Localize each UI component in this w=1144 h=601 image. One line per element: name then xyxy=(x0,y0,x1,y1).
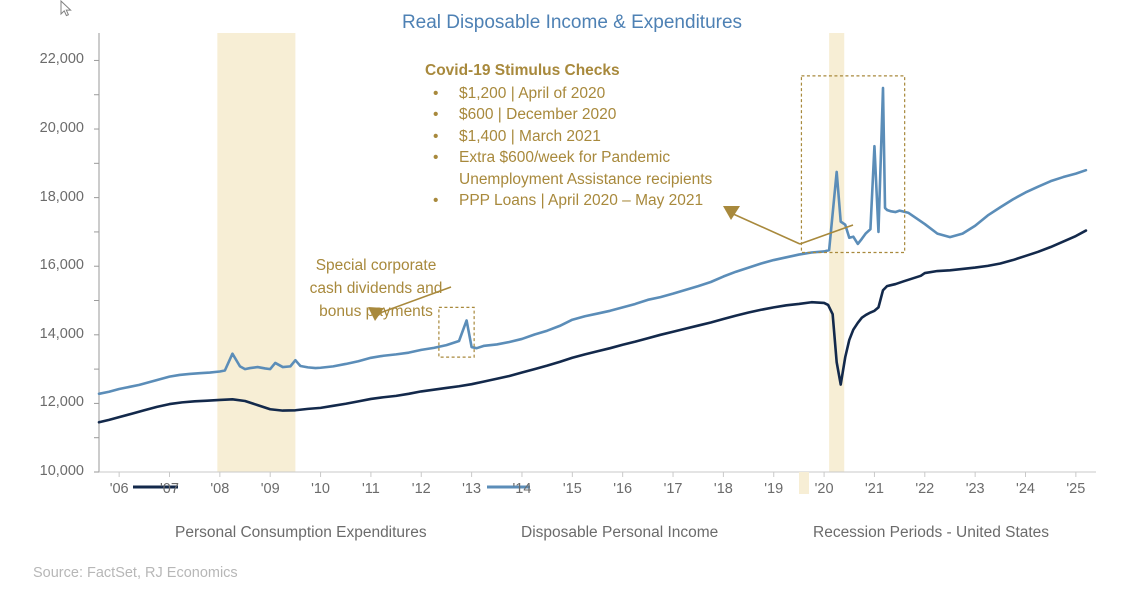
covid-annotation-item-text: $1,200 | April of 2020 xyxy=(459,84,606,102)
bullet-icon: • xyxy=(433,84,439,102)
x-axis-label: '06 xyxy=(109,481,129,497)
series-lines xyxy=(97,86,1088,424)
series-line-personal-consumption-expenditures xyxy=(97,229,1088,424)
axis-lines xyxy=(94,33,1096,477)
annotation-arrows xyxy=(368,206,854,321)
recession-band-0 xyxy=(217,33,296,472)
legend-marker-recession-periods xyxy=(799,472,809,494)
bullet-icon: • xyxy=(433,106,439,123)
legend-item-recession-periods[interactable]: Recession Periods - United States xyxy=(813,524,1050,541)
covid-annotation-item: • $1,200 | April of 2020 xyxy=(425,83,765,105)
source-note: Source: FactSet, RJ Economics xyxy=(33,565,238,581)
covid-annotation-heading: Covid-19 Stimulus Checks xyxy=(425,62,620,79)
x-axis-label: '14 xyxy=(512,481,532,497)
covid-annotation-list: • $1,200 | April of 2020 • $600 | December … xyxy=(425,83,765,212)
y-axis-label: 12,000 xyxy=(39,394,84,411)
annotation-boxes xyxy=(438,75,906,358)
covid-annotation-item: • $600 | December 2020 xyxy=(425,104,765,126)
y-axis-label: 14,000 xyxy=(39,325,84,342)
y-axis-label: 18,000 xyxy=(39,188,84,205)
x-axis-label: '12 xyxy=(411,481,431,497)
y-axis-labels: 10,000 12,000 14,000 16,000 18,000 20,000 22,0… xyxy=(12,0,84,601)
x-axis-label: '17 xyxy=(663,481,683,497)
covid-annotation-item-text: $600 | December 2020 xyxy=(459,106,617,123)
x-axis-label: '09 xyxy=(260,481,280,497)
x-axis-label: '23 xyxy=(965,481,985,497)
x-axis-label: '10 xyxy=(311,481,330,497)
x-axis-label: '21 xyxy=(864,481,884,497)
x-axis-label: '11 xyxy=(361,481,380,497)
bullet-icon: • xyxy=(433,192,439,209)
covid-annotation-item: • $1,400 | March 2021 xyxy=(425,126,765,148)
x-axis-label: '25 xyxy=(1066,481,1086,497)
covid-annotation-item: • Extra $600/week for Pandemic Unemployme… xyxy=(425,147,765,190)
y-axis-label: 22,000 xyxy=(39,51,84,68)
x-axis-label: '07 xyxy=(160,481,179,497)
special-annotation-line-1: Special corporate xyxy=(315,257,437,274)
series-line-disposable-personal-income xyxy=(97,86,1088,396)
covid-annotation-item-text: PPP Loans | April 2020 – May 2021 xyxy=(459,192,704,209)
bullet-icon: • xyxy=(433,127,439,145)
x-axis-label: '15 xyxy=(562,481,582,497)
covid-stimulus-annotation: Covid-19 Stimulus Checks • $1,200 | April… xyxy=(425,60,765,212)
special-dividends-box xyxy=(438,306,475,358)
legend-item-disposable-personal-income[interactable]: Disposable Personal Income xyxy=(521,524,719,541)
covid-stimulus-arrow xyxy=(799,224,854,245)
x-axis-label: '22 xyxy=(915,481,935,497)
covid-stimulus-arrow-tail xyxy=(730,212,801,245)
covid-annotation-item-text: Extra $600/week for Pandemic Unemploymen… xyxy=(459,149,713,188)
x-axis-label: '16 xyxy=(613,481,633,497)
y-axis-label: 20,000 xyxy=(39,120,84,137)
covid-annotation-item-text: $1,400 | March 2021 xyxy=(459,127,601,145)
x-axis-label: '18 xyxy=(713,481,733,497)
covid-stimulus-box xyxy=(800,75,906,254)
y-axis-label: 10,000 xyxy=(39,463,84,479)
special-annotation-line-2: cash dividends and xyxy=(309,280,443,297)
page-title: Real Disposable Income & Expenditures xyxy=(401,12,743,33)
bullet-icon: • xyxy=(433,149,439,166)
special-dividends-arrow xyxy=(376,286,452,315)
special-annotation-line-3: bonus payments xyxy=(319,303,433,320)
x-axis-label: '20 xyxy=(814,481,834,497)
special-dividends-arrowhead xyxy=(368,307,384,321)
legend-markers xyxy=(133,472,809,494)
x-axis-label: '24 xyxy=(1016,481,1035,497)
legend-item-personal-consumption-expenditures[interactable]: Personal Consumption Expenditures xyxy=(175,524,427,541)
x-axis-label: '13 xyxy=(462,481,482,497)
x-axis-label: '08 xyxy=(210,481,230,497)
x-axis-label: '19 xyxy=(764,481,784,497)
special-dividends-annotation: Special corporate cash dividends and bon… xyxy=(286,254,466,323)
y-axis-label: 16,000 xyxy=(39,257,84,274)
covid-annotation-item: • PPP Loans | April 2020 – May 2021 xyxy=(425,190,765,212)
